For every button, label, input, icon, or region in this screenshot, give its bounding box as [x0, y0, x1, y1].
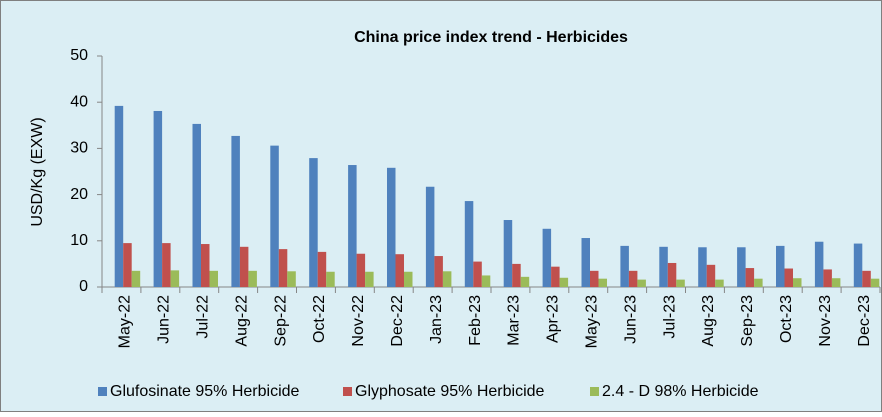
x-tick-label: May-23 — [583, 295, 600, 348]
x-tick-label: Dec-23 — [856, 295, 873, 347]
bar — [434, 256, 443, 287]
x-tick-label: Oct-23 — [778, 295, 795, 343]
bar — [123, 243, 132, 287]
bar — [153, 110, 163, 287]
bar — [365, 271, 374, 287]
bar — [862, 270, 871, 287]
bar — [814, 241, 824, 287]
bar — [348, 165, 357, 287]
bar — [114, 105, 124, 287]
bar — [404, 271, 413, 287]
y-axis-label: USD/Kg (EXW) — [29, 117, 46, 226]
bar — [270, 145, 279, 287]
bar — [715, 279, 724, 287]
bar — [659, 246, 668, 287]
x-tick-label: Jul-22 — [194, 295, 211, 339]
y-tick-label: 10 — [70, 232, 88, 249]
legend-swatch — [343, 387, 352, 396]
bar — [248, 270, 257, 287]
bar — [317, 251, 327, 287]
y-tick-label: 50 — [70, 47, 88, 64]
bar — [192, 123, 201, 287]
x-tick-label: Nov-22 — [350, 295, 367, 347]
y-tick-label: 20 — [70, 186, 88, 203]
bar — [162, 243, 171, 287]
bar — [201, 244, 210, 287]
x-tick-label: Aug-22 — [233, 295, 250, 347]
y-tick-label: 0 — [79, 278, 88, 295]
bar — [356, 253, 366, 287]
bar — [745, 268, 755, 287]
bar — [793, 278, 802, 287]
bar — [326, 271, 335, 287]
x-tick-label: Nov-23 — [817, 295, 834, 347]
bar — [598, 278, 607, 287]
bar — [551, 266, 560, 287]
bar — [542, 228, 552, 287]
bar — [473, 261, 482, 287]
x-tick-label: Dec-22 — [389, 295, 406, 347]
bar — [442, 271, 452, 287]
bar — [590, 270, 599, 287]
bar — [698, 247, 707, 287]
bar — [464, 201, 474, 287]
legend-swatch — [98, 387, 107, 396]
bar — [870, 278, 880, 287]
legend-label: 2.4 - D 98% Herbicide — [602, 383, 759, 400]
bar — [209, 270, 218, 287]
bar — [784, 268, 793, 287]
bar — [481, 275, 491, 287]
x-tick-label: Jan-23 — [428, 295, 445, 344]
legend-label: Glyphosate 95% Herbicide — [355, 383, 545, 400]
legend-swatch — [590, 387, 599, 396]
bar — [170, 270, 180, 287]
x-tick-label: Jul-23 — [661, 295, 678, 339]
bar — [754, 278, 763, 287]
bar — [278, 249, 288, 287]
x-tick-label: Mar-23 — [506, 295, 523, 346]
bar — [667, 262, 677, 287]
bar — [231, 135, 240, 287]
bar — [823, 269, 832, 287]
bar — [239, 246, 249, 287]
bar — [831, 278, 841, 287]
bar — [131, 270, 141, 287]
bar — [706, 264, 716, 287]
y-tick-label: 30 — [70, 140, 88, 157]
x-tick-label: Feb-23 — [467, 295, 484, 346]
x-tick-label: Apr-23 — [545, 295, 562, 343]
bar — [520, 276, 530, 287]
bar — [620, 245, 629, 287]
x-tick-label: May-22 — [117, 295, 134, 348]
bar — [503, 220, 513, 287]
x-tick-label: Aug-23 — [700, 295, 717, 347]
chart-title: China price index trend - Herbicides — [354, 29, 628, 46]
x-tick-label: Oct-22 — [311, 295, 328, 343]
y-tick-label: 40 — [70, 93, 88, 110]
bar — [581, 238, 590, 287]
bar — [512, 263, 521, 287]
bar — [395, 254, 404, 287]
bar — [676, 279, 685, 287]
bar — [776, 245, 785, 287]
bar — [387, 167, 396, 287]
bar — [287, 271, 296, 287]
bar — [853, 243, 863, 287]
x-tick-label: Sep-23 — [739, 295, 756, 347]
bar — [309, 158, 318, 287]
x-tick-label: Sep-22 — [272, 295, 289, 347]
bar — [425, 186, 435, 287]
bar — [628, 270, 638, 287]
x-tick-label: Jun-22 — [156, 295, 173, 344]
bar — [559, 277, 569, 287]
x-tick-label: Jun-23 — [622, 295, 639, 344]
bar — [737, 247, 746, 287]
bar — [637, 279, 646, 287]
legend-label: Glufosinate 95% Herbicide — [110, 383, 300, 400]
